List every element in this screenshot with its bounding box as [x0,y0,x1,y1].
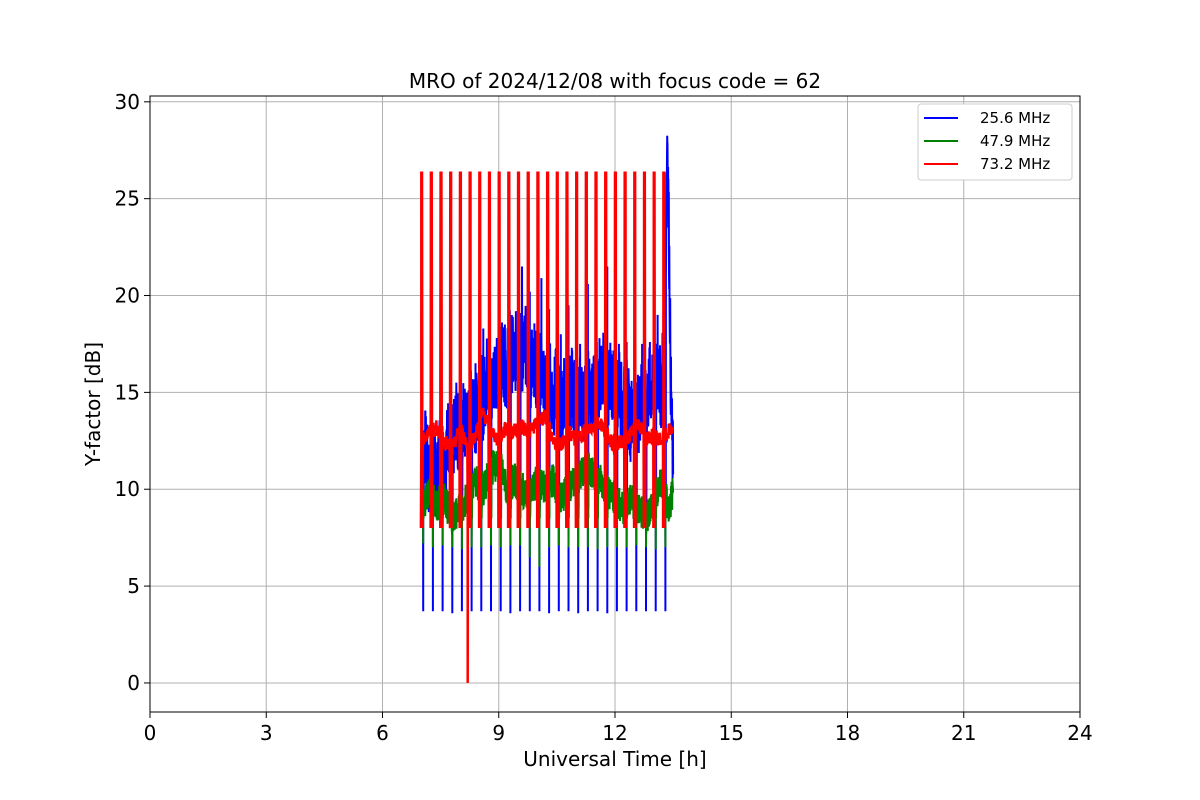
legend-label-73-2: 73.2 MHz [980,155,1050,173]
x-tick-label: 12 [602,721,627,745]
x-tick-label: 9 [492,721,505,745]
x-tick-label: 15 [719,721,744,745]
x-tick-label: 18 [835,721,860,745]
x-tick-label: 21 [951,721,976,745]
x-tick-label: 0 [144,721,157,745]
x-tick-label: 3 [260,721,273,745]
series-line-73-2-mhz [419,171,675,683]
legend: 25.6 MHz 47.9 MHz 73.2 MHz [917,103,1073,181]
plot-area [419,135,675,683]
y-tick-label: 20 [115,284,140,308]
x-tick-label: 24 [1067,721,1092,745]
y-tick-label: 25 [115,187,140,211]
y-tick-label: 0 [127,671,140,695]
legend-label-47-9: 47.9 MHz [980,132,1050,150]
axis-ticks: 0 3 6 9 12 15 18 21 24 0 5 10 15 20 25 30 [115,90,1093,745]
y-axis-label: Y-factor [dB] [81,342,105,467]
series-group [419,135,675,683]
y-tick-label: 15 [115,380,140,404]
legend-label-25-6: 25.6 MHz [980,109,1050,127]
legend-box [917,103,1073,181]
x-tick-label: 6 [376,721,389,745]
x-axis-label: Universal Time [h] [523,747,706,771]
y-tick-label: 10 [115,477,140,501]
y-tick-label: 5 [127,574,140,598]
chart-title: MRO of 2024/12/08 with focus code = 62 [409,69,821,93]
y-tick-label: 30 [115,90,140,114]
